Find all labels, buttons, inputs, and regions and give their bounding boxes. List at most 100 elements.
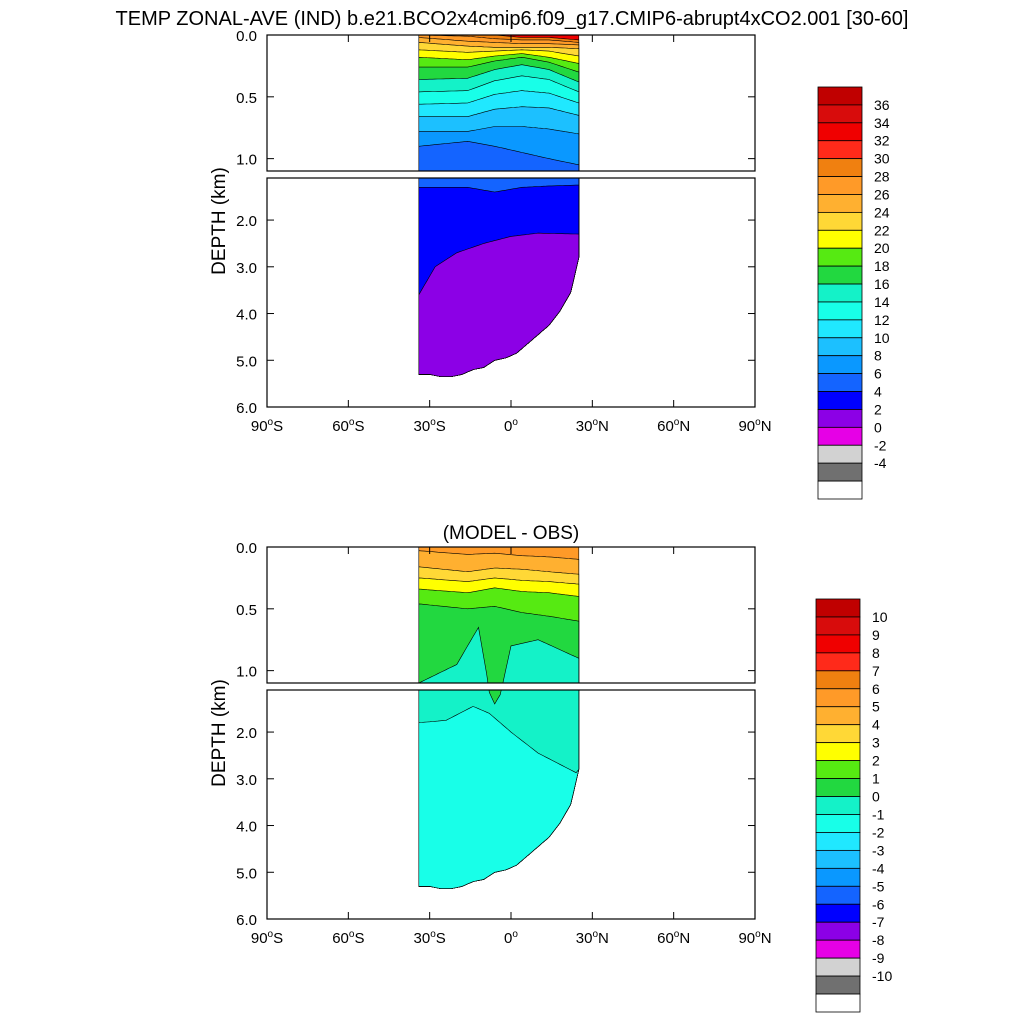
y-axis-label: DEPTH (km): [209, 679, 230, 787]
colorbar-label: 20: [874, 240, 890, 256]
colorbar-label: 32: [874, 133, 890, 149]
colorbar-label: -2: [872, 824, 885, 840]
colorbar-swatch: [817, 337, 863, 357]
y-tick-label: 5.0: [236, 353, 257, 370]
contour-fill-level--1: [418, 706, 580, 889]
colorbar-label: 24: [874, 204, 890, 220]
colorbar-swatch: [815, 724, 861, 744]
y-tick-label: 0.5: [236, 602, 257, 619]
colorbar-label: 34: [874, 115, 890, 131]
colorbar-label: 3: [872, 735, 880, 751]
colorbar-swatch: [815, 939, 861, 959]
x-tick-label: 0o: [504, 417, 518, 435]
colorbar-label: 9: [872, 627, 880, 643]
x-tick-label: 30oS: [414, 417, 446, 435]
colorbar-swatch: [815, 778, 861, 797]
colorbar-swatch: [815, 832, 861, 851]
colorbar-swatch: [817, 229, 863, 249]
colorbar-label: -3: [872, 842, 885, 858]
colorbar-label: 22: [874, 222, 890, 238]
x-tick-label: 60oN: [657, 417, 690, 435]
colorbar-swatch: [815, 796, 861, 815]
y-tick-label: 1.0: [236, 664, 257, 681]
colorbar-swatch: [817, 176, 863, 195]
y-tick-label: 5.0: [236, 865, 257, 882]
y-axis-label: DEPTH (km): [209, 167, 230, 275]
colorbar-swatch: [817, 355, 863, 375]
colorbar-swatch: [815, 742, 861, 762]
x-tick-label: 60oN: [657, 929, 690, 947]
colorbar-swatch: [815, 652, 861, 672]
x-tick-label: 60oS: [332, 929, 364, 947]
figure-title: TEMP ZONAL-AVE (IND) b.e21.BCO2x4cmip6.f…: [116, 8, 909, 30]
colorbar-swatch: [817, 373, 863, 392]
colorbar-label: -6: [872, 896, 885, 912]
colorbar-label: 8: [872, 645, 880, 661]
colorbar-label: 36: [874, 97, 890, 113]
x-tick-label: 0o: [504, 929, 518, 947]
colorbar-swatch: [817, 247, 863, 267]
colorbar-swatch: [817, 301, 863, 321]
x-tick-label: 90oN: [738, 929, 771, 947]
colorbar-label: 14: [874, 294, 890, 310]
colorbar-swatch: [817, 211, 863, 231]
difference-panel-title: (MODEL - OBS): [443, 523, 580, 544]
colorbar-swatch: [817, 480, 863, 500]
colorbar-label: 2: [872, 753, 880, 769]
colorbar-label: 8: [874, 348, 882, 364]
colorbar-swatch: [817, 140, 863, 160]
colorbar-label: 6: [874, 366, 882, 382]
y-tick-label: 0.5: [236, 90, 257, 107]
colorbar-label: 4: [872, 717, 880, 733]
colorbar-label: -4: [874, 455, 887, 471]
colorbar-swatch: [815, 706, 861, 726]
colorbar-label: 6: [872, 681, 880, 697]
colorbar-label: 0: [874, 419, 882, 435]
y-tick-label: 1.0: [236, 152, 257, 169]
colorbar-swatch: [817, 391, 863, 410]
colorbar-label: -5: [872, 878, 885, 894]
colorbar-label: -9: [872, 950, 885, 966]
colorbar-swatch: [817, 444, 863, 464]
y-tick-label: 4.0: [236, 819, 257, 836]
colorbar-swatch: [815, 885, 861, 905]
colorbar-label: 5: [872, 699, 880, 715]
colorbar-label: 7: [872, 663, 880, 679]
colorbar-swatch: [817, 409, 863, 428]
colorbar-label: 16: [874, 276, 890, 292]
x-tick-label: 30oN: [576, 417, 609, 435]
colorbar-swatch: [817, 462, 863, 482]
colorbar-swatch: [815, 598, 861, 618]
colorbar-swatch: [815, 760, 861, 779]
contour-fill-level-6: [418, 140, 580, 171]
y-tick-label: 6.0: [236, 400, 257, 417]
y-tick-label: 0.0: [236, 540, 257, 557]
y-tick-label: 0.0: [236, 28, 257, 45]
colorbar-swatch: [815, 688, 861, 708]
y-tick-label: 3.0: [236, 772, 257, 789]
colorbar-label: 1: [872, 771, 880, 787]
y-tick-label: 6.0: [236, 912, 257, 929]
x-tick-label: 30oN: [576, 929, 609, 947]
y-tick-label: 3.0: [236, 260, 257, 277]
colorbar-swatch: [815, 849, 861, 869]
colorbar-label: 0: [872, 789, 880, 805]
colorbar-label: 18: [874, 258, 890, 274]
colorbar-label: -10: [872, 968, 892, 984]
colorbar-swatch: [817, 86, 863, 106]
x-tick-label: 30oS: [414, 929, 446, 947]
colorbar-swatch: [817, 194, 863, 213]
colorbar-label: 10: [872, 609, 888, 625]
x-tick-label: 90oS: [251, 417, 283, 435]
x-tick-label: 90oS: [251, 929, 283, 947]
colorbar-swatch: [815, 903, 861, 923]
colorbar-label: -2: [874, 437, 887, 453]
colorbar-label: 2: [874, 401, 882, 417]
colorbar-label: 10: [874, 330, 890, 346]
colorbar-swatch: [815, 814, 861, 833]
colorbar-swatch: [815, 616, 861, 636]
colorbar-label: -1: [872, 807, 885, 823]
